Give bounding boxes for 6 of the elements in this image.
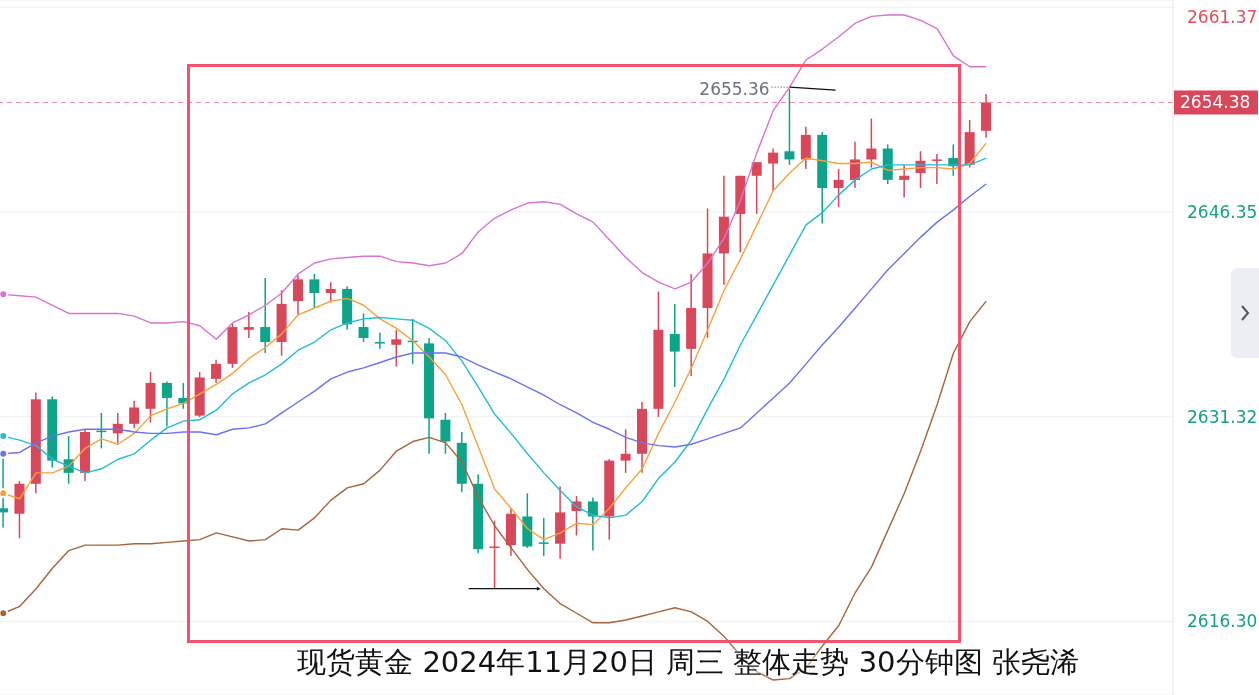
ref-line-label: 2654.38 (1180, 92, 1251, 113)
annotation: 2655.36 (699, 79, 770, 100)
y-tick-label: 2616.30 (1187, 611, 1258, 632)
y-tick-label: 2631.32 (1187, 406, 1258, 427)
y-tick-label: 2661.37 (1187, 7, 1258, 27)
y-tick-label: 2646.35 (1187, 201, 1258, 222)
